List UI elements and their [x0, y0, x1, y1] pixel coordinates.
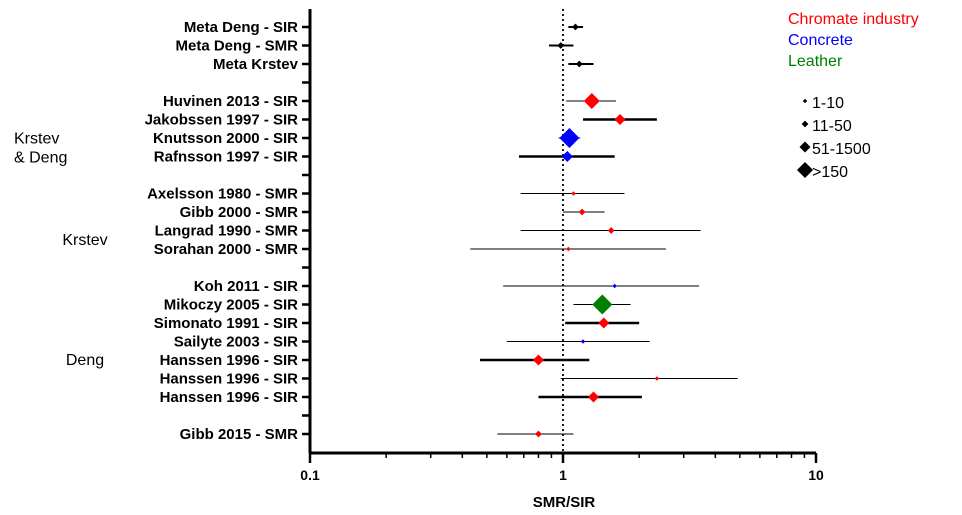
row-label: Sorahan 2000 - SMR — [154, 241, 298, 258]
group-label: Krstev — [62, 232, 107, 249]
estimate-marker — [614, 114, 626, 125]
estimate-marker — [588, 391, 600, 403]
axes: 0.1 1 10 — [300, 9, 824, 483]
estimate-marker — [580, 339, 586, 344]
row-label: Gibb 2015 - SMR — [180, 426, 299, 443]
row-label: Rafnsson 1997 - SIR — [154, 149, 298, 166]
estimate-marker — [557, 42, 565, 49]
row-label: Huvinen 2013 - SIR — [163, 93, 298, 110]
estimate-marker — [578, 208, 586, 216]
row-label: Gibb 2000 - SMR — [180, 204, 299, 221]
estimate-marker — [598, 317, 610, 329]
row-label: Hanssen 1996 - SIR — [160, 389, 299, 406]
size-legend-label: 1-10 — [812, 95, 844, 112]
estimate-marker — [654, 376, 660, 381]
row-label: Simonato 1991 - SIR — [154, 315, 298, 332]
x-tick-label: 0.1 — [300, 467, 320, 483]
size-legend-label: >150 — [812, 164, 848, 181]
group-label-line2: & Deng — [14, 149, 67, 166]
size-legend-marker — [802, 98, 808, 104]
row-label: Mikoczy 2005 - SIR — [164, 297, 298, 314]
x-tick-label: 1 — [559, 467, 567, 483]
size-legend-marker — [799, 141, 811, 153]
legend-entry: Concrete — [788, 32, 853, 49]
size-legend-label: 51-1500 — [812, 141, 871, 158]
group-label: Krstev — [14, 130, 59, 147]
group-label: Deng — [66, 352, 104, 369]
row-label: Knutsson 2000 - SIR — [153, 130, 298, 147]
legend-entry: Leather — [788, 53, 843, 70]
row-label: Sailyte 2003 - SIR — [174, 334, 298, 351]
estimate-marker — [532, 354, 544, 366]
estimate-marker — [535, 430, 542, 438]
estimates — [470, 23, 738, 438]
estimate-marker — [572, 23, 579, 31]
estimate-marker — [575, 60, 583, 68]
row-label: Hanssen 1996 - SIR — [160, 352, 299, 369]
size-legend-marker — [797, 162, 813, 178]
row-label: Hanssen 1996 - SIR — [160, 371, 299, 388]
row-label: Meta Deng - SMR — [175, 38, 298, 55]
row-labels: Krstev & Deng Krstev Deng Meta Deng - SIR Met… — [14, 19, 299, 443]
row-label: Jakobssen 1997 - SIR — [145, 112, 299, 129]
estimate-marker — [566, 246, 571, 252]
legend-entry: Chromate industry — [788, 11, 919, 28]
row-label: Axelsson 1980 - SMR — [147, 186, 298, 203]
x-axis-title: SMR/SIR — [533, 494, 596, 511]
row-label: Meta Krstev — [213, 56, 299, 73]
estimate-marker — [561, 151, 573, 162]
estimate-marker — [592, 294, 613, 315]
estimate-marker — [607, 227, 615, 234]
estimate-marker — [559, 128, 580, 148]
size-legend-label: 11-50 — [812, 118, 852, 135]
estimate-marker — [571, 191, 576, 196]
x-tick-label: 10 — [808, 467, 824, 483]
row-label: Meta Deng - SIR — [184, 19, 298, 36]
legend: Chromate industry Concrete Leather 1-10 11-5… — [788, 11, 919, 181]
row-label: Langrad 1990 - SMR — [155, 223, 299, 240]
estimate-marker — [583, 93, 600, 109]
estimate-marker — [612, 283, 617, 289]
row-label: Koh 2011 - SIR — [194, 278, 298, 295]
size-legend-marker — [801, 120, 809, 128]
